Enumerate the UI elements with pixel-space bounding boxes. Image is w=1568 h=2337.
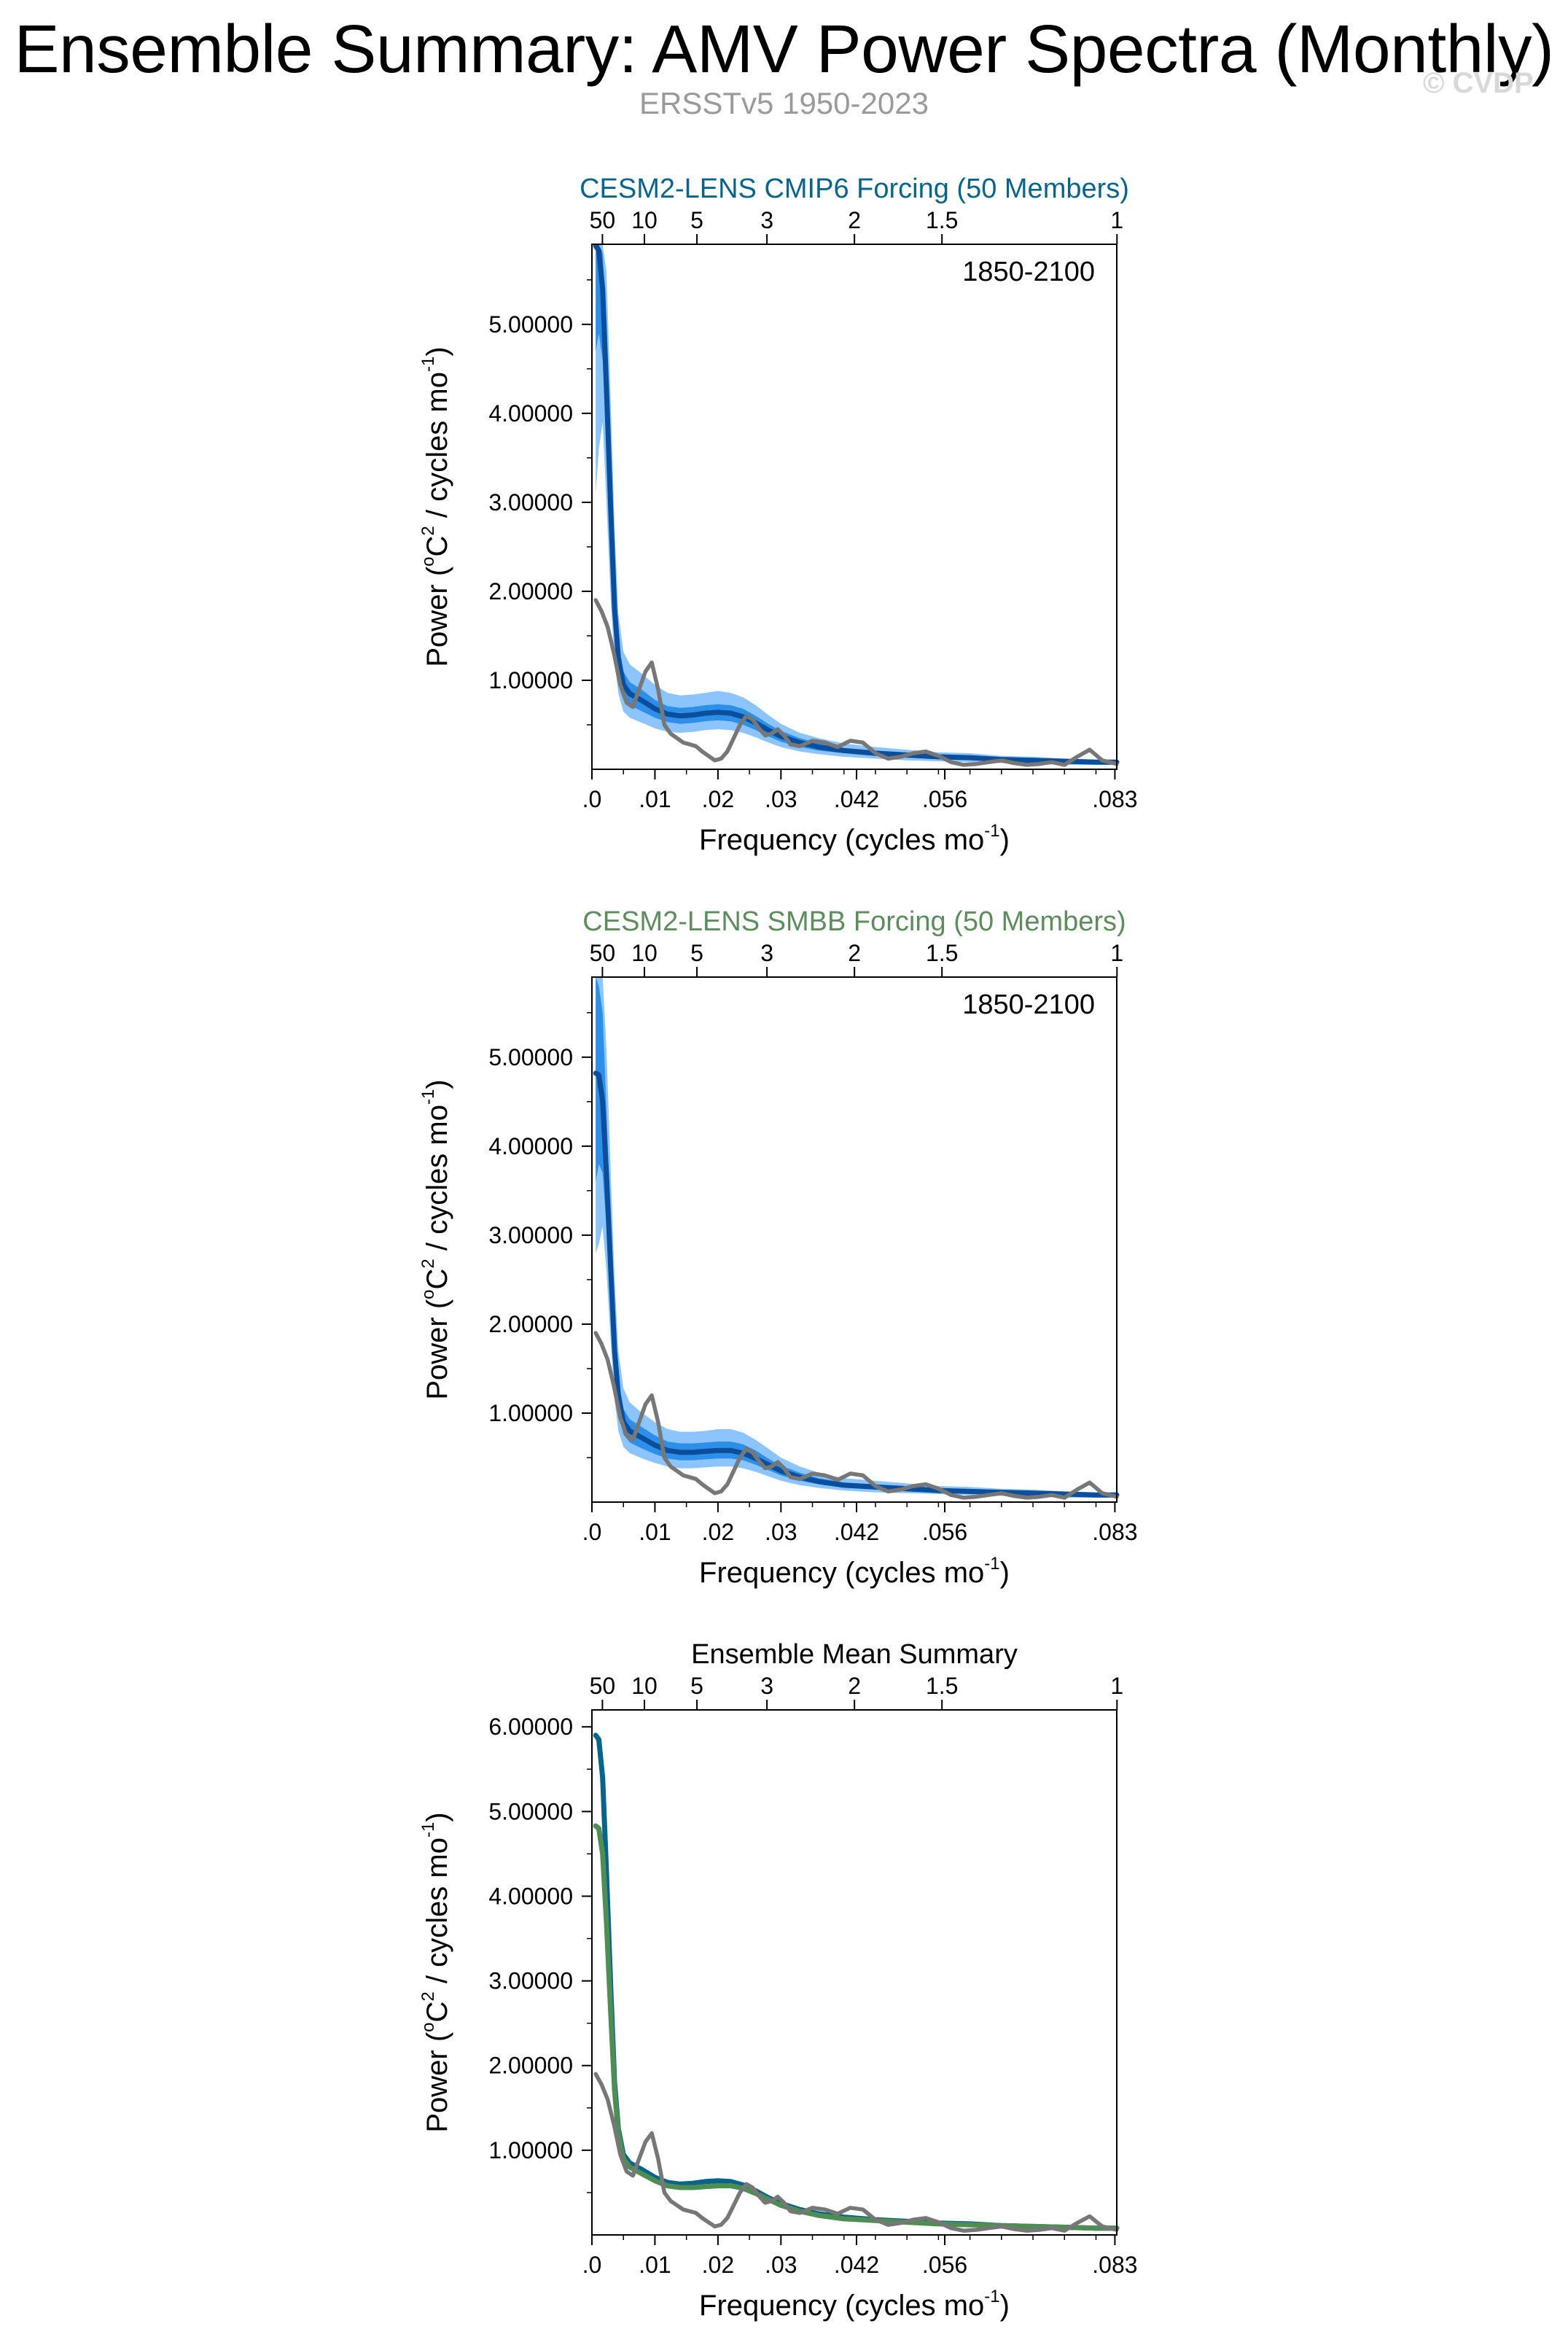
plot-area — [593, 977, 1120, 1500]
period-label: 1850-2100 — [962, 989, 1095, 1020]
series-line-cesm2-lens-smbb-forcing — [593, 1823, 1120, 2231]
plot-area — [593, 243, 1120, 767]
x-tick-label: .056 — [922, 786, 967, 812]
y-tick-label: 4.00000 — [488, 400, 573, 427]
smbb-spectrum-chart: .0 .01 .02 .03 .042 .056 .083 50 10 5 3 2 1.5 1 1.0000… — [418, 906, 1138, 1589]
x-tick-label: .083 — [1092, 1519, 1137, 1545]
x-axis-label: Frequency (cycles mo-1) — [699, 821, 1010, 856]
x-tick-label: .03 — [765, 2252, 797, 2278]
period-tick-label: 50 — [590, 207, 616, 233]
period-tick-label: 10 — [631, 940, 658, 966]
y-tick-label: 3.00000 — [488, 1222, 573, 1248]
period-tick-label: 5 — [690, 940, 703, 966]
y-axis-label: Power (oC2 / cycles mo-1) — [418, 1079, 453, 1399]
period-tick-label: 5 — [690, 207, 703, 233]
period-tick-label: 10 — [631, 1673, 658, 1699]
x-tick-label: .01 — [639, 1519, 671, 1545]
y-tick-label: 1.00000 — [488, 2137, 573, 2163]
period-tick-label: 1 — [1110, 1673, 1123, 1699]
x-tick-label: .01 — [639, 2252, 671, 2278]
period-tick-label: 1.5 — [926, 940, 958, 966]
series-line-ersstv5-1950-2023 — [593, 1331, 1119, 1500]
y-tick-label: 5.00000 — [488, 1798, 573, 1824]
plot-frame — [591, 976, 1118, 1503]
y-tick-label: 5.00000 — [488, 311, 573, 338]
series-line-ersstv5-1950-2023 — [593, 2072, 1119, 2233]
x-tick-label: .02 — [702, 1519, 734, 1545]
period-tick-label: 10 — [631, 207, 658, 233]
period-tick-label: 3 — [760, 207, 773, 233]
copyright-watermark: © CVDP — [1423, 67, 1534, 99]
chart-title: Ensemble Mean Summary — [691, 1639, 1018, 1670]
figure-subtitle: ERSSTv5 1950-2023 — [639, 86, 929, 120]
period-tick-label: 3 — [760, 1673, 773, 1699]
y-tick-label: 2.00000 — [488, 1311, 573, 1337]
x-tick-label: .03 — [765, 786, 797, 812]
x-tick-label: .083 — [1092, 2252, 1137, 2278]
period-tick-label: 1.5 — [926, 1673, 958, 1699]
cmip6-spectrum-chart: .0 .01 .02 .03 .042 .056 .083 50 10 5 3 2 1.5 1 1.0000… — [418, 174, 1138, 856]
ensemble-mean-summary-chart: .0 .01 .02 .03 .042 .056 .083 50 10 5 3 2 1.5 1 1.0000… — [418, 1639, 1138, 2322]
y-tick-label: 4.00000 — [488, 1133, 573, 1159]
x-tick-label: .042 — [834, 786, 879, 812]
chart-title: CESM2-LENS CMIP6 Forcing (50 Members) — [580, 174, 1129, 204]
spread-band-inner — [596, 977, 1117, 1496]
series-line-ersstv5-1950-2023 — [593, 598, 1119, 767]
y-tick-label: 5.00000 — [488, 1044, 573, 1070]
period-tick-label: 2 — [848, 207, 861, 233]
series-line-cesm2-lens-cmip6-forcing — [593, 1733, 1120, 2231]
x-axis-label: Frequency (cycles mo-1) — [699, 2287, 1010, 2322]
x-tick-label: .056 — [922, 2252, 967, 2278]
spread-band-inner — [596, 244, 1117, 763]
spread-band-outer — [596, 244, 1117, 765]
period-tick-label: 3 — [760, 940, 773, 966]
y-tick-label: 6.00000 — [488, 1714, 573, 1740]
x-tick-label: .0 — [582, 786, 602, 812]
chart-title: CESM2-LENS SMBB Forcing (50 Members) — [582, 906, 1126, 937]
x-tick-label: .083 — [1092, 786, 1137, 812]
series-line-ensemble-mean — [593, 243, 1120, 765]
figure-title: Ensemble Summary: AMV Power Spectra (Mon… — [14, 11, 1554, 87]
y-tick-label: 3.00000 — [488, 489, 573, 516]
x-tick-label: .0 — [582, 1519, 602, 1545]
y-axis-label: Power (oC2 / cycles mo-1) — [418, 346, 453, 666]
y-tick-label: 2.00000 — [488, 2053, 573, 2079]
plot-frame — [591, 1709, 1118, 2236]
x-tick-label: .02 — [702, 2252, 734, 2278]
y-tick-label: 4.00000 — [488, 1883, 573, 1909]
y-tick-label: 1.00000 — [488, 667, 573, 693]
period-label: 1850-2100 — [962, 257, 1095, 287]
x-tick-label: .056 — [922, 1519, 967, 1545]
y-tick-label: 2.00000 — [488, 578, 573, 604]
series-line-ensemble-mean — [593, 1070, 1120, 1498]
x-tick-label: .042 — [834, 1519, 879, 1545]
x-tick-label: .042 — [834, 2252, 879, 2278]
x-tick-label: .0 — [582, 2252, 602, 2278]
y-axis-label: Power (oC2 / cycles mo-1) — [418, 1812, 453, 2132]
spread-band-outer — [596, 977, 1117, 1498]
x-axis-label: Frequency (cycles mo-1) — [699, 1554, 1010, 1589]
period-tick-label: 1 — [1110, 207, 1123, 233]
period-tick-label: 2 — [848, 940, 861, 966]
period-tick-label: 2 — [848, 1673, 861, 1699]
x-tick-label: .03 — [765, 1519, 797, 1545]
plot-area — [593, 1733, 1120, 2233]
period-tick-label: 5 — [690, 1673, 703, 1699]
y-tick-label: 3.00000 — [488, 1968, 573, 1994]
period-tick-label: 1.5 — [926, 207, 958, 233]
x-tick-label: .01 — [639, 786, 671, 812]
period-tick-label: 50 — [590, 1673, 616, 1699]
period-tick-label: 50 — [590, 940, 616, 966]
y-tick-label: 1.00000 — [488, 1400, 573, 1426]
plot-frame — [591, 244, 1118, 770]
period-tick-label: 1 — [1110, 940, 1123, 966]
x-tick-label: .02 — [702, 786, 734, 812]
